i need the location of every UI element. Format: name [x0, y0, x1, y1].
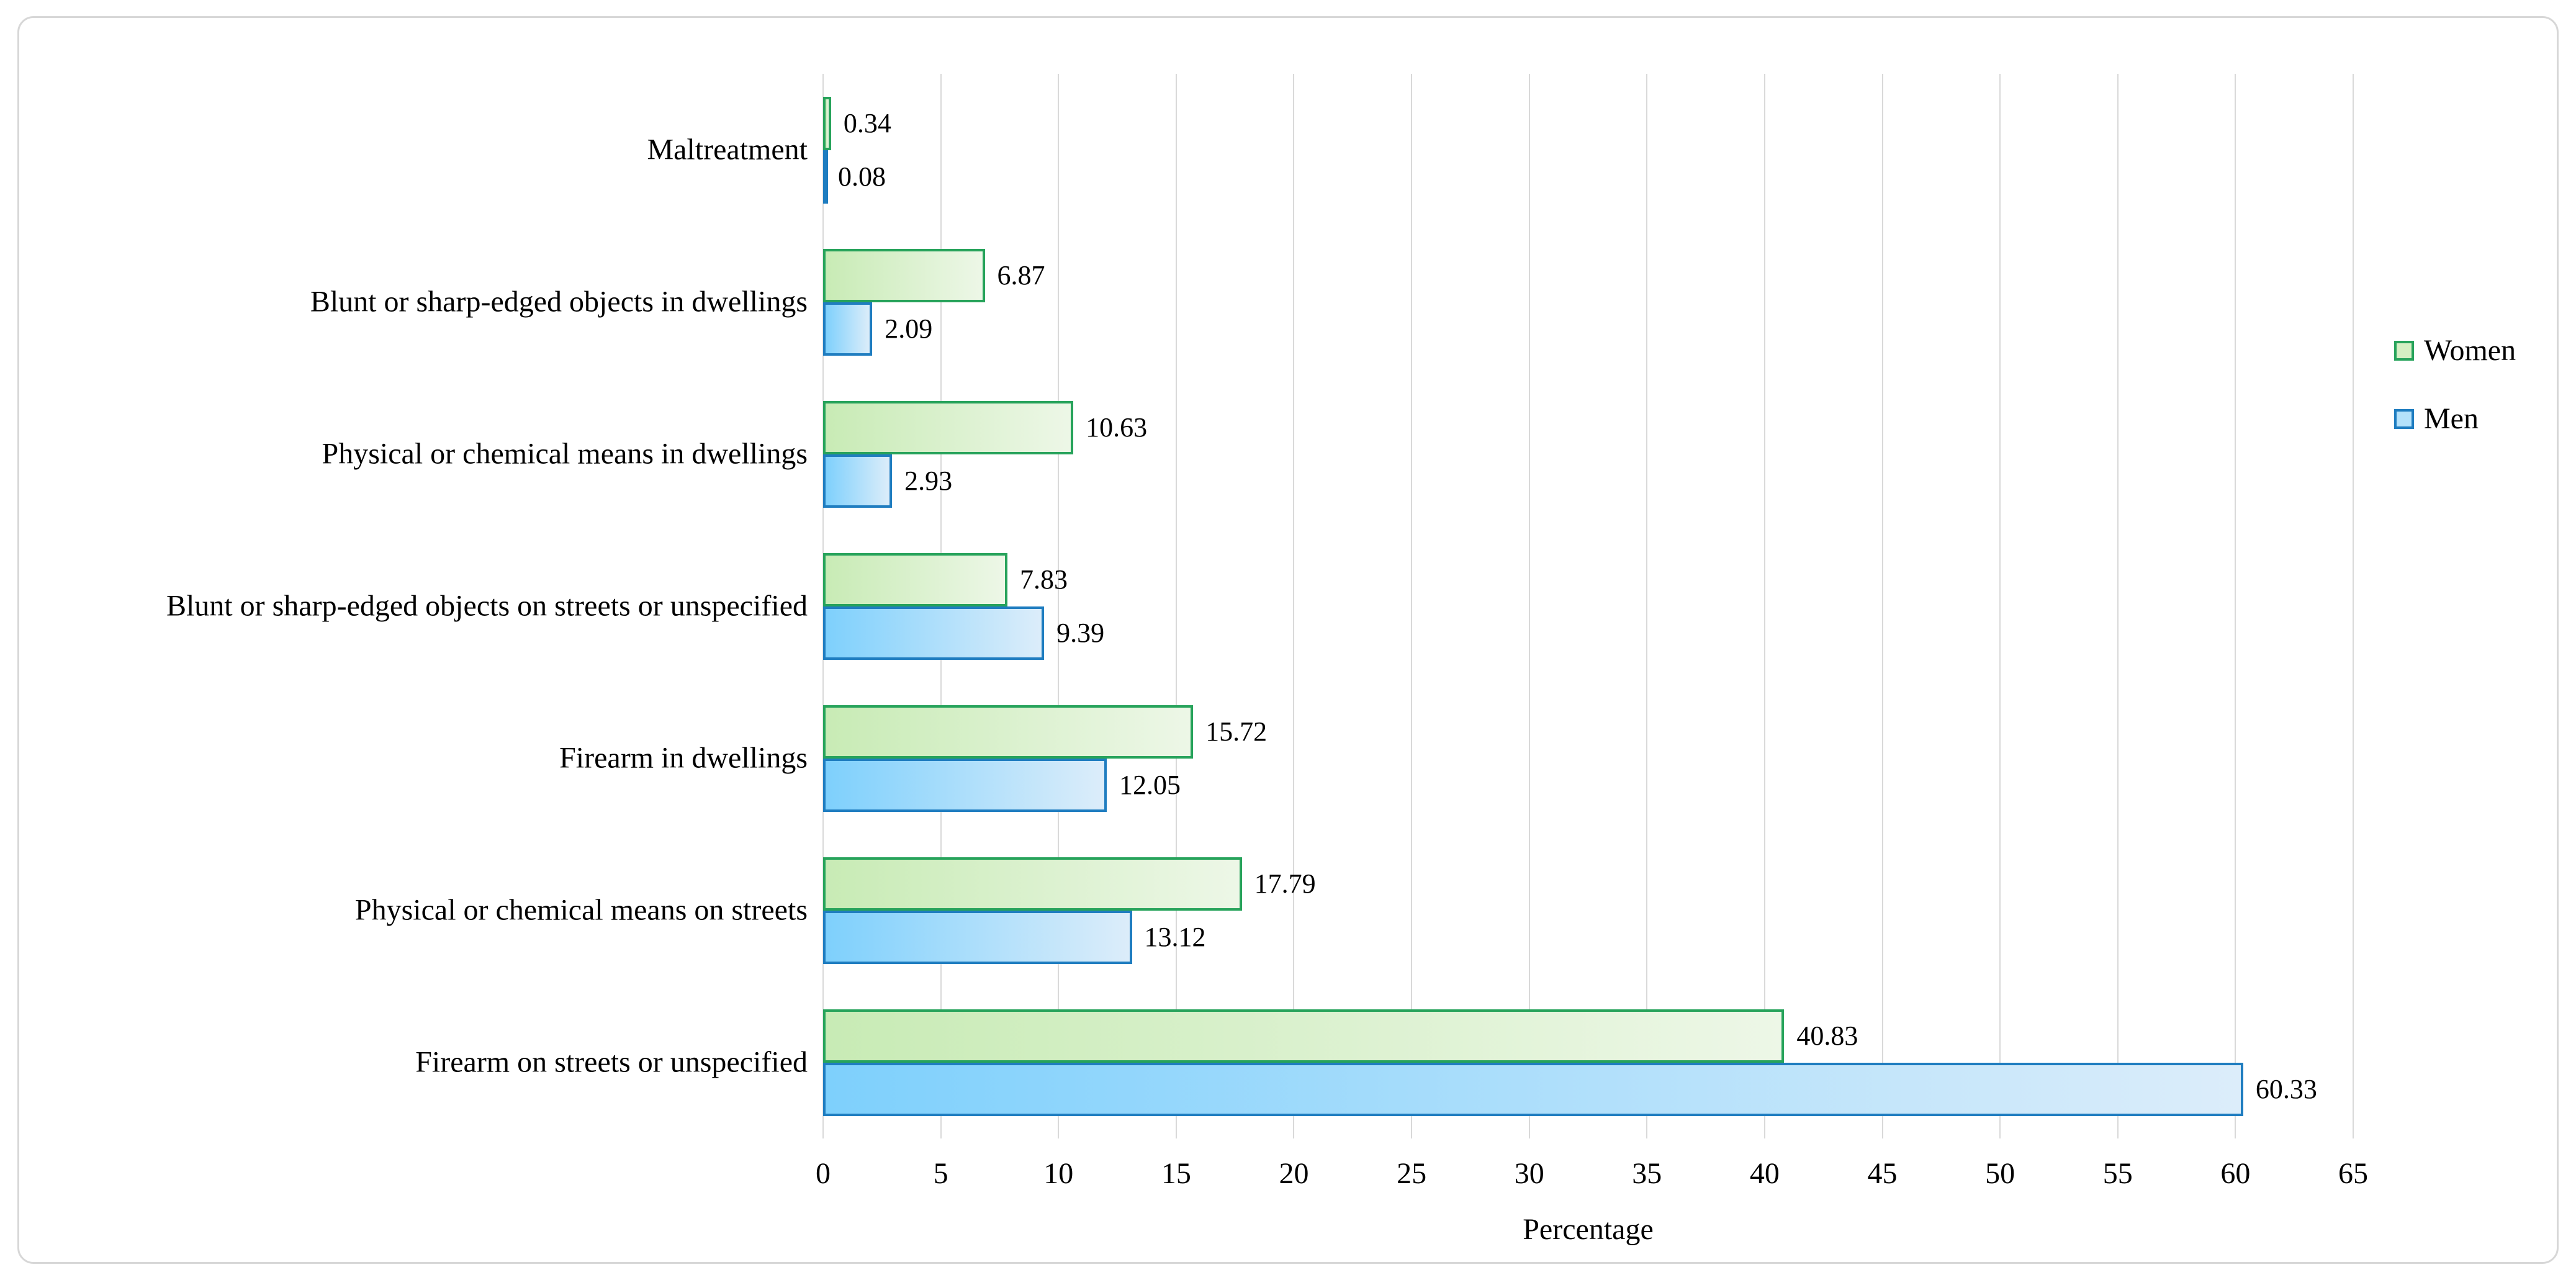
category-axis: Maltreatment Blunt or sharp-edged objects… — [50, 74, 808, 1138]
value-label: 6.87 — [997, 259, 1045, 291]
gridline-30 — [1528, 74, 1530, 1138]
gridline-10 — [1058, 74, 1060, 1138]
legend: Women Men — [2394, 336, 2516, 472]
x-tick-15: 15 — [1161, 1157, 1191, 1190]
legend-item-women: Women — [2394, 336, 2516, 366]
gridline-15 — [1175, 74, 1177, 1138]
category-label: Physical or chemical means on streets — [354, 893, 808, 927]
legend-swatch-women-icon — [2394, 341, 2414, 361]
bar-men-1 — [823, 150, 828, 204]
gridline-60 — [2235, 74, 2236, 1138]
value-label: 60.33 — [2255, 1073, 2317, 1104]
bar-women-2 — [823, 248, 985, 302]
bar-men-3 — [823, 454, 893, 508]
bar-men-7 — [823, 1062, 2243, 1116]
x-tick-10: 10 — [1043, 1157, 1074, 1190]
value-label: 9.39 — [1056, 617, 1105, 648]
legend-item-men: Men — [2394, 404, 2516, 434]
bar-women-3 — [823, 400, 1074, 454]
gridline-35 — [1646, 74, 1648, 1138]
bar-women-5 — [823, 705, 1194, 759]
x-tick-30: 30 — [1514, 1157, 1544, 1190]
category-label: Firearm on streets or unspecified — [415, 1045, 808, 1079]
value-label: 0.08 — [838, 161, 886, 192]
x-tick-25: 25 — [1397, 1157, 1427, 1190]
x-tick-50: 50 — [1985, 1157, 2015, 1190]
x-axis-title: Percentage — [1523, 1213, 1654, 1246]
category-label: Firearm in dwellings — [559, 741, 808, 775]
x-tick-35: 35 — [1632, 1157, 1662, 1190]
value-label: 17.79 — [1254, 868, 1316, 899]
chart-figure: Maltreatment Blunt or sharp-edged objects… — [17, 16, 2559, 1264]
bar-women-1 — [823, 96, 831, 150]
gridline-40 — [1763, 74, 1765, 1138]
x-tick-5: 5 — [933, 1157, 948, 1190]
x-tick-0: 0 — [816, 1157, 831, 1190]
category-label: Blunt or sharp-edged objects in dwelling… — [310, 285, 808, 318]
value-label: 2.09 — [885, 313, 933, 344]
gridline-65 — [2353, 74, 2354, 1138]
legend-swatch-men-icon — [2394, 409, 2414, 429]
legend-label-women: Women — [2424, 334, 2516, 367]
bar-men-4 — [823, 606, 1045, 660]
bar-men-2 — [823, 302, 873, 356]
x-tick-60: 60 — [2220, 1157, 2251, 1190]
x-tick-45: 45 — [1867, 1157, 1898, 1190]
bar-women-4 — [823, 552, 1007, 606]
category-label: Maltreatment — [647, 133, 808, 166]
bar-men-6 — [823, 910, 1132, 964]
x-tick-20: 20 — [1279, 1157, 1309, 1190]
legend-label-men: Men — [2424, 402, 2479, 435]
gridline-55 — [2117, 74, 2119, 1138]
value-label: 2.93 — [904, 465, 953, 496]
x-axis: 0 5 10 15 20 25 30 35 40 45 50 55 60 65 — [816, 1157, 2368, 1202]
category-label: Blunt or sharp-edged objects on streets … — [166, 589, 808, 623]
gridline-45 — [1881, 74, 1883, 1138]
x-tick-55: 55 — [2102, 1157, 2133, 1190]
plot-area — [822, 74, 2354, 1138]
bars-layer: 0.34 0.08 6.87 2.09 10.63 2.93 7.83 9.39 15.72 12… — [823, 74, 2353, 1138]
gridline-25 — [1411, 74, 1413, 1138]
bar-women-6 — [823, 857, 1242, 911]
value-label: 13.12 — [1144, 921, 1206, 952]
value-label: 10.63 — [1086, 412, 1148, 443]
gridline-50 — [1999, 74, 2001, 1138]
x-tick-65: 65 — [2338, 1157, 2368, 1190]
bar-women-7 — [823, 1009, 1785, 1063]
gridline-20 — [1293, 74, 1295, 1138]
x-tick-40: 40 — [1749, 1157, 1780, 1190]
category-label: Physical or chemical means in dwellings — [322, 437, 808, 471]
value-label: 12.05 — [1119, 769, 1181, 800]
value-label: 15.72 — [1205, 716, 1268, 747]
value-label: 0.34 — [843, 107, 891, 138]
value-label: 7.83 — [1019, 564, 1068, 595]
value-label: 40.83 — [1796, 1020, 1858, 1051]
bar-men-5 — [823, 758, 1107, 812]
